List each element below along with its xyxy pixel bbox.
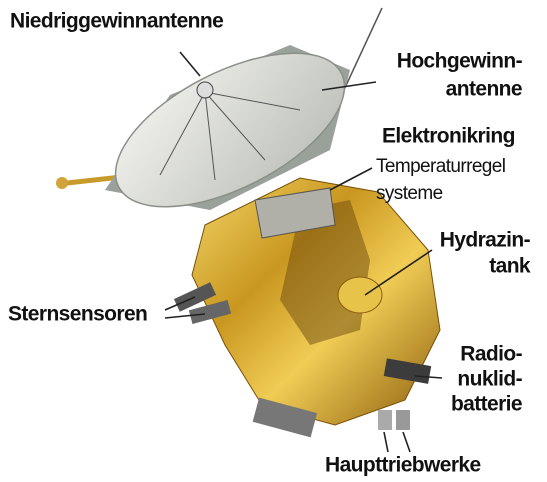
rtg <box>252 397 318 438</box>
electronics-ring <box>254 187 336 239</box>
high-gain-dish <box>114 52 346 208</box>
label: antenne <box>446 78 522 101</box>
label: Elektronikring <box>382 125 515 148</box>
label: batterie <box>451 393 522 416</box>
hydrazine-tank <box>337 276 383 314</box>
dish-struts <box>159 91 301 181</box>
label: nuklid- <box>457 368 522 391</box>
label: Hochgewinn- <box>397 50 523 73</box>
label: tank <box>489 255 531 278</box>
rtg <box>383 358 432 384</box>
engine <box>396 410 410 430</box>
label: Haupttriebwerke <box>325 454 481 477</box>
leader-lines <box>164 51 443 453</box>
probe-end <box>56 177 68 189</box>
label: Temperaturregel <box>376 156 505 177</box>
engine <box>378 410 392 430</box>
label: systeme <box>376 183 443 204</box>
labels: Niedriggewinnantenne Hochgewinn-antenne El… <box>8 10 532 477</box>
label: Niedriggewinnantenne <box>10 10 223 33</box>
spacecraft <box>56 7 441 438</box>
label: Radio- <box>460 343 522 366</box>
label: Sternsensoren <box>8 303 147 326</box>
label: Hydrazin- <box>440 229 531 252</box>
star-sensor <box>188 300 232 324</box>
low-gain-antenna <box>196 81 214 99</box>
